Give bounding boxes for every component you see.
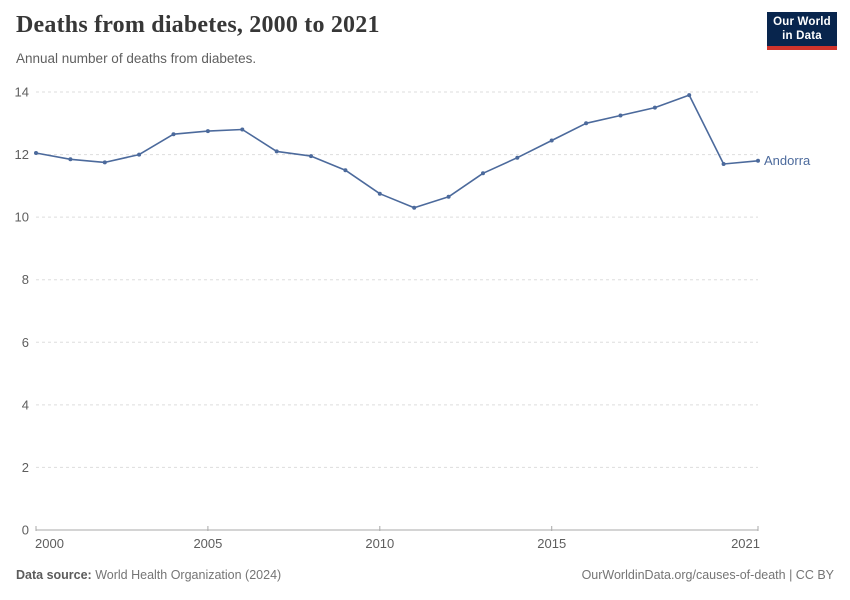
data-point [137,152,142,157]
data-point [652,105,657,110]
data-point [171,132,176,137]
data-point [274,149,279,154]
y-tick-label: 8 [22,272,29,287]
data-point [68,157,73,162]
x-tick-label: 2000 [35,536,64,551]
data-point [412,205,417,210]
chart-footer: Data source: World Health Organization (… [16,568,834,582]
data-point [240,127,245,132]
y-tick-label: 14 [15,85,29,100]
data-point [756,158,760,163]
chart-subtitle: Annual number of deaths from diabetes. [16,51,257,66]
y-tick-label: 10 [15,210,29,225]
y-tick-label: 2 [22,460,29,475]
credit-link[interactable]: OurWorldinData.org/causes-of-death | CC … [581,568,834,582]
x-tick-label: 2015 [537,536,566,551]
logo-line-2: in Data [782,30,822,42]
owid-logo[interactable]: Our World in Data [767,12,837,50]
data-point [309,154,313,159]
data-point [446,194,451,199]
data-point [481,171,485,176]
y-tick-label: 12 [15,147,29,162]
x-tick-label: 2010 [365,536,394,551]
data-source: Data source: World Health Organization (… [16,568,281,582]
y-tick-label: 0 [22,523,29,538]
data-point [687,93,692,98]
data-point [721,162,726,166]
series-label-andorra: Andorra [764,153,811,169]
x-tick-label: 2021 [731,536,760,551]
data-point [343,168,348,173]
data-source-label: Data source: [16,568,92,582]
data-point [618,113,623,118]
line-series [35,94,759,209]
y-tick-label: 4 [22,397,29,412]
data-point [377,191,382,196]
data-point [515,155,520,160]
data-source-text: World Health Organization (2024) [91,568,282,582]
y-tick-label: 6 [22,335,29,350]
data-point [34,151,38,155]
x-tick-label: 2005 [193,536,222,551]
data-point [549,138,554,143]
data-point [102,160,107,165]
chart-title: Deaths from diabetes, 2000 to 2021 [16,12,380,38]
logo-line-1: Our World [773,16,831,28]
data-point [584,121,589,126]
data-point [205,129,210,134]
